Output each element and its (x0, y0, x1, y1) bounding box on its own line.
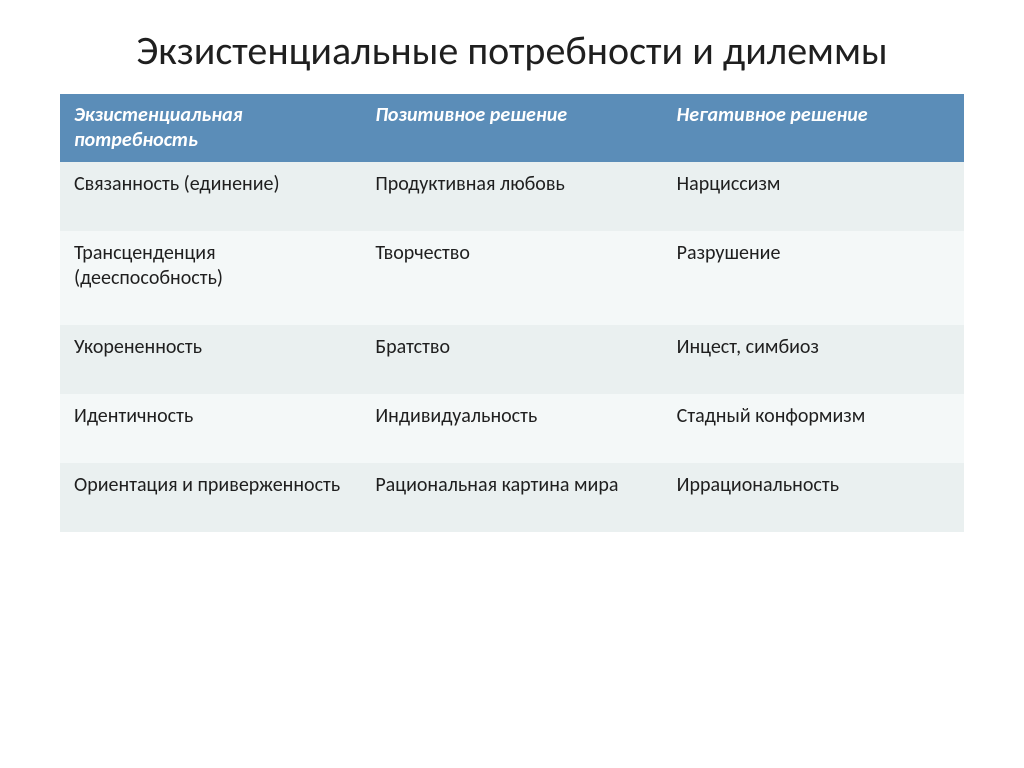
slide: Экзистенциальные потребности и дилеммы Э… (0, 0, 1024, 768)
cell-positive: Индивидуальность (361, 394, 662, 463)
cell-need: Укорененность (60, 325, 361, 394)
cell-need: Связанность (единение) (60, 162, 361, 231)
needs-table: Экзистенциальная потребность Позитивное … (60, 94, 964, 532)
table-row: Трансценденция (дееспособность) Творчест… (60, 231, 964, 325)
col-header-need: Экзистенциальная потребность (60, 94, 361, 162)
table-row: Связанность (единение) Продуктивная любо… (60, 162, 964, 231)
cell-positive: Продуктивная любовь (361, 162, 662, 231)
table-row: Идентичность Индивидуальность Стадный ко… (60, 394, 964, 463)
cell-negative: Стадный конформизм (663, 394, 964, 463)
cell-negative: Иррациональность (663, 463, 964, 532)
slide-title: Экзистенциальные потребности и дилеммы (60, 28, 964, 74)
cell-need: Трансценденция (дееспособность) (60, 231, 361, 325)
table-row: Ориентация и приверженность Рациональная… (60, 463, 964, 532)
cell-negative: Нарциссизм (663, 162, 964, 231)
cell-negative: Разрушение (663, 231, 964, 325)
col-header-positive: Позитивное решение (361, 94, 662, 162)
cell-negative: Инцест, симбиоз (663, 325, 964, 394)
cell-positive: Творчество (361, 231, 662, 325)
cell-positive: Братство (361, 325, 662, 394)
col-header-negative: Негативное решение (663, 94, 964, 162)
cell-positive: Рациональная картина мира (361, 463, 662, 532)
cell-need: Идентичность (60, 394, 361, 463)
table-header-row: Экзистенциальная потребность Позитивное … (60, 94, 964, 162)
table-row: Укорененность Братство Инцест, симбиоз (60, 325, 964, 394)
cell-need: Ориентация и приверженность (60, 463, 361, 532)
